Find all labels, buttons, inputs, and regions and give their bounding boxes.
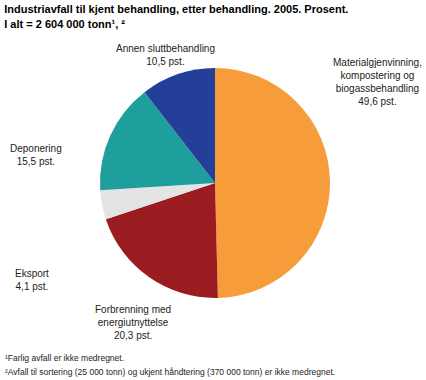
- svg-text:Materialgjenvinning,komposteri: Materialgjenvinning,kompostering ogbioga…: [333, 57, 422, 107]
- svg-text:¹Farlig avfall er ikke medregn: ¹Farlig avfall er ikke medregnet.: [5, 353, 124, 363]
- svg-text:Deponering15,5 pst.: Deponering15,5 pst.: [10, 143, 62, 167]
- svg-text:Industriavfall til kjent behan: Industriavfall til kjent behandling, ett…: [4, 3, 348, 29]
- svg-text:Forbrenning medenergiutnyttels: Forbrenning medenergiutnyttelse20,3 pst.: [95, 304, 171, 341]
- svg-text:Eksport4,1 pst.: Eksport4,1 pst.: [15, 268, 49, 292]
- svg-text:Annen sluttbehandling10,5 pst.: Annen sluttbehandling10,5 pst.: [116, 43, 215, 67]
- svg-text:²Avfall til sortering (25 000: ²Avfall til sortering (25 000 tonn) og u…: [5, 367, 335, 377]
